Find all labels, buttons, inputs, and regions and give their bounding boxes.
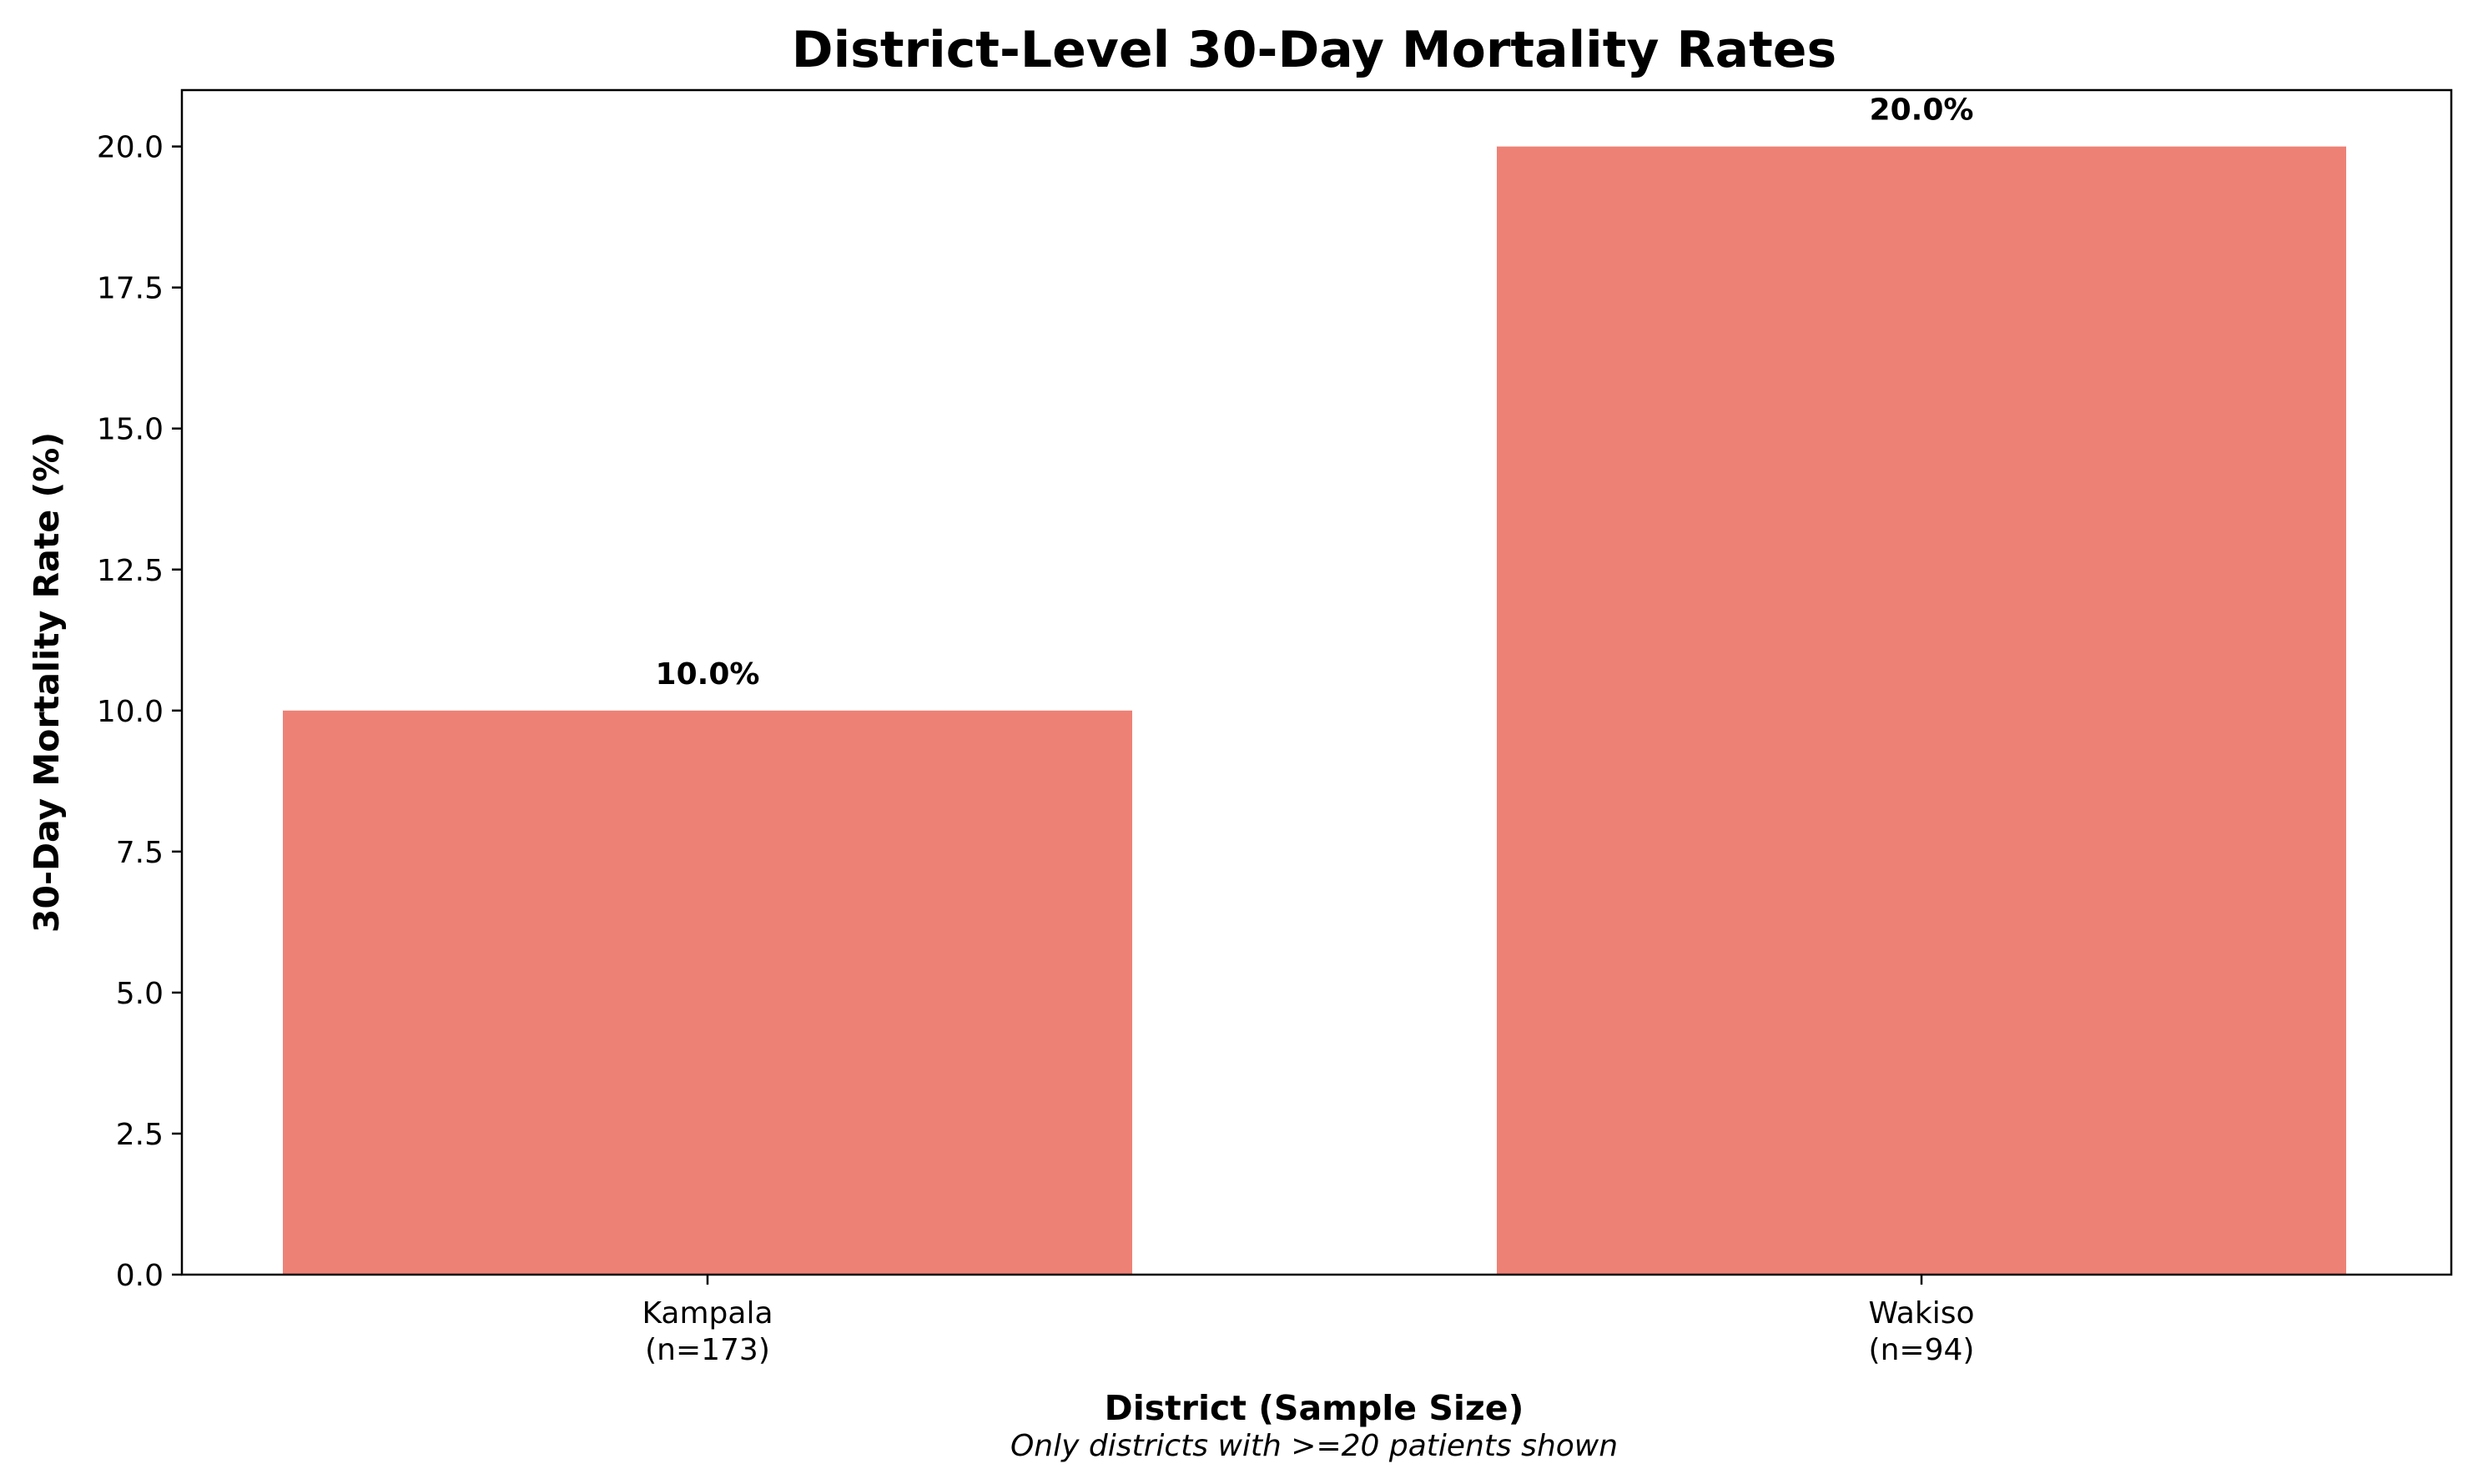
y-axis-label: 30-Day Mortality Rate (%) — [27, 432, 67, 933]
y-tick-label: 0.0 — [116, 1259, 164, 1293]
x-tick-sample-wakiso: (n=94) — [1869, 1333, 1975, 1367]
data-labels: 10.0% 20.0% — [656, 93, 1974, 692]
x-tick-label-kampala: Kampala — [642, 1296, 773, 1331]
y-tick-label: 12.5 — [97, 554, 164, 588]
y-axis-ticks: 0.0 2.5 5.0 7.5 10.0 12.5 15.0 17.5 20.0 — [97, 131, 182, 1293]
y-tick-label: 17.5 — [97, 272, 164, 306]
y-tick-label: 10.0 — [97, 695, 164, 729]
plot-frame — [180, 88, 2453, 1276]
chart-title: District-Level 30-Day Mortality Rates — [792, 21, 1836, 79]
data-label-wakiso: 20.0% — [1870, 93, 1974, 128]
y-tick-label: 2.5 — [116, 1118, 164, 1152]
y-tick-label: 5.0 — [116, 977, 164, 1011]
bar-wakiso — [1497, 146, 2346, 1275]
y-tick-label: 7.5 — [116, 836, 164, 870]
y-tick-label: 20.0 — [97, 131, 164, 165]
bar-kampala — [283, 710, 1132, 1275]
chart-note: Only districts with >=20 patients shown — [1010, 1429, 1618, 1463]
data-label-kampala: 10.0% — [656, 657, 760, 692]
x-tick-sample-kampala: (n=173) — [645, 1333, 770, 1367]
plot-area: 0.0 2.5 5.0 7.5 10.0 12.5 15.0 17.5 20.0 Kampala… — [97, 88, 2453, 1367]
bars-group — [283, 146, 2346, 1275]
x-axis-label: District (Sample Size) — [1105, 1388, 1524, 1428]
y-tick-label: 15.0 — [97, 413, 164, 447]
x-axis-ticks: Kampala(n=173) Wakiso(n=94) — [642, 1275, 1974, 1367]
x-tick-label-wakiso: Wakiso — [1869, 1296, 1975, 1331]
